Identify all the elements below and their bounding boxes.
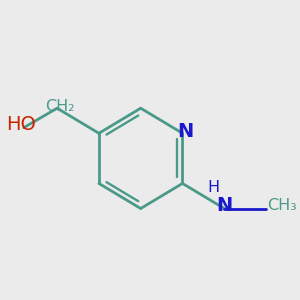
Text: CH₂: CH₂: [45, 99, 75, 114]
Text: H: H: [207, 180, 219, 195]
Text: CH₃: CH₃: [268, 198, 297, 213]
Text: N: N: [216, 196, 232, 215]
Text: HO: HO: [6, 116, 36, 134]
Text: N: N: [177, 122, 194, 141]
